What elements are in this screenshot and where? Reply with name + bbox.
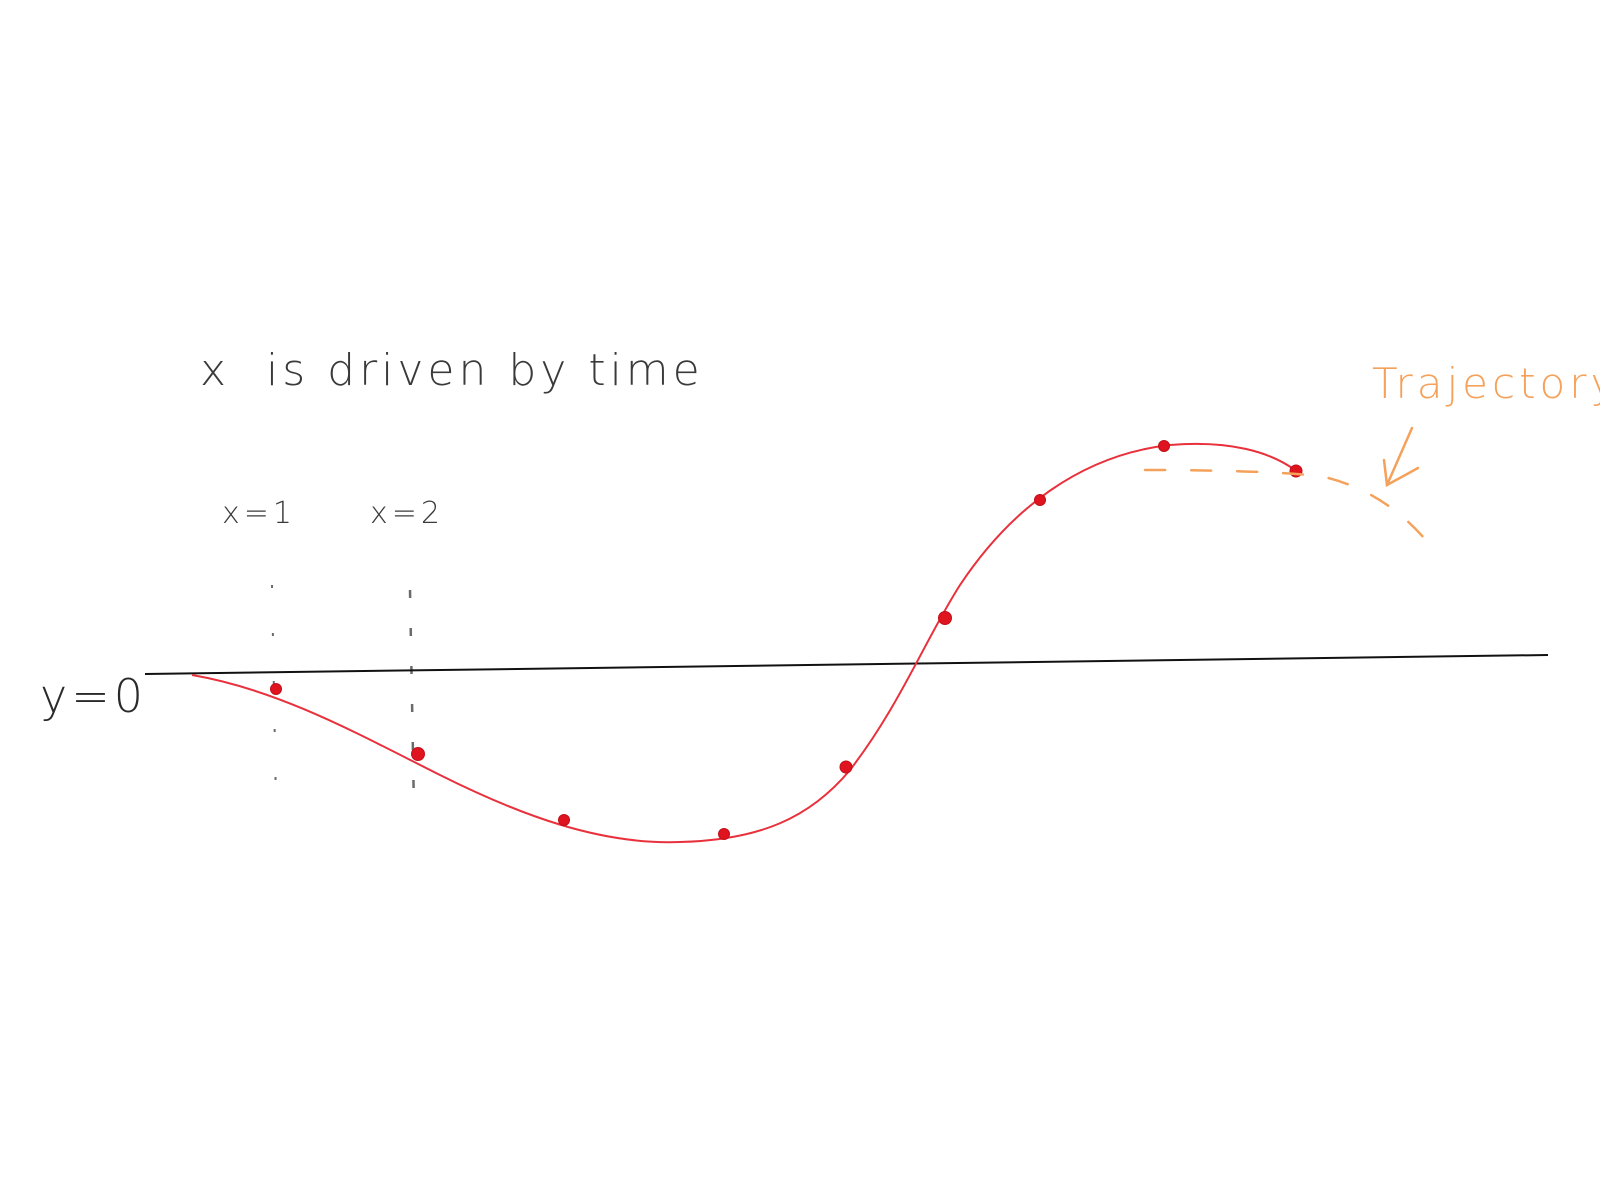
sample-point <box>1034 494 1046 506</box>
sample-point <box>411 747 425 761</box>
trajectory-arrow <box>1382 426 1420 487</box>
baseline-axis <box>144 654 1549 675</box>
x2-label: x=2 <box>370 496 444 531</box>
trajectory-label: Trajectory <box>1372 359 1600 408</box>
sample-point <box>270 683 282 695</box>
trajectory-path <box>1143 468 1432 547</box>
diagram-title: x is driven by time <box>200 345 704 396</box>
x1-guide <box>271 584 277 806</box>
sample-point <box>558 814 570 826</box>
sample-point <box>718 828 730 840</box>
x1-label: x=1 <box>222 496 296 531</box>
baseline-label: y=0 <box>40 669 147 723</box>
signal-curve <box>191 442 1296 844</box>
x2-guide <box>408 589 416 811</box>
sample-point <box>839 760 853 774</box>
sample-point <box>1158 440 1170 452</box>
sample-point <box>938 611 952 625</box>
sample-points <box>270 440 1303 840</box>
